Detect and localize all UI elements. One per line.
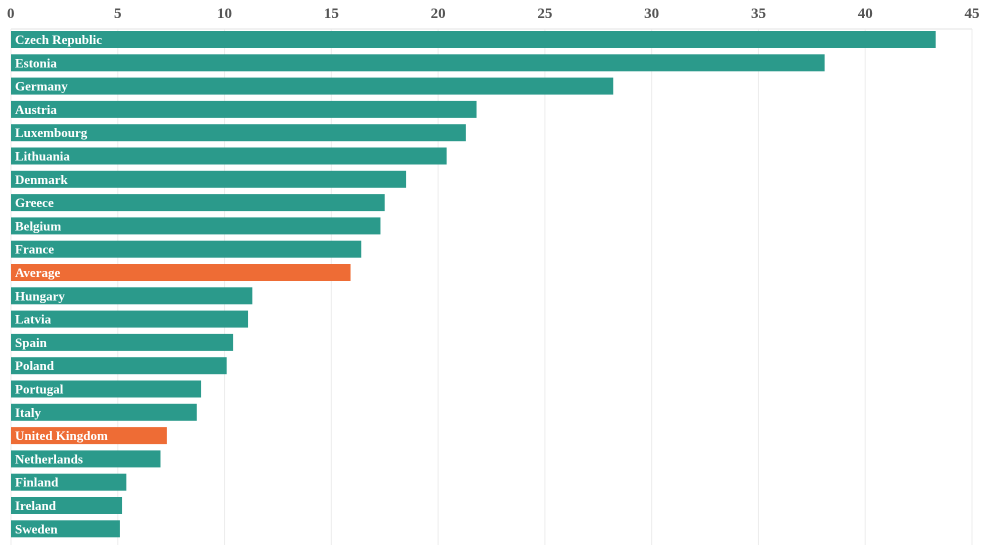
bar (11, 357, 227, 375)
bar (11, 427, 167, 445)
x-tick-label: 35 (751, 6, 766, 22)
bar-group: Luxembourg (11, 124, 466, 142)
bar-group: Finland (11, 473, 127, 491)
x-tick-label: 25 (537, 6, 552, 22)
bar (11, 497, 123, 514)
bar-label: Spain (15, 335, 48, 350)
bar-label: Poland (15, 358, 55, 373)
x-tick-label: 45 (965, 6, 980, 22)
bar-group: Estonia (11, 54, 825, 72)
bar (11, 380, 202, 398)
bar (11, 333, 234, 351)
x-tick-label: 15 (324, 6, 339, 22)
x-tick-label: 5 (114, 6, 122, 22)
bar-label: Latvia (15, 312, 52, 327)
bar-label: Denmark (15, 172, 68, 187)
bar (11, 310, 249, 328)
bar-label: Netherlands (15, 451, 83, 466)
bar-group: Spain (11, 333, 234, 351)
bar-group: United Kingdom (11, 427, 167, 445)
bar-label: Belgium (15, 218, 61, 233)
bar-label: Luxembourg (15, 125, 88, 140)
bar-label: Average (15, 265, 60, 280)
bar (11, 473, 127, 491)
bar-label: Austria (15, 102, 57, 117)
bar-group: Ireland (11, 497, 123, 514)
bar-label: Finland (15, 475, 59, 490)
bar-label: Lithuania (15, 149, 70, 164)
bar-group: Hungary (11, 287, 253, 305)
bar (11, 264, 351, 281)
bar (11, 31, 936, 48)
bar-label: Germany (15, 79, 68, 94)
bar-group: Denmark (11, 170, 407, 188)
bar-group: Average (11, 264, 351, 281)
bar-group: Czech Republic (11, 31, 936, 48)
bars: Czech Republic Estonia Germany Austria Luxem… (11, 31, 936, 538)
bar-label: France (15, 242, 54, 257)
bar-label: Greece (15, 195, 54, 210)
bar-group: Italy (11, 403, 197, 421)
bar-label: Italy (15, 405, 42, 420)
bar-group: France (11, 240, 362, 258)
bar-label: Czech Republic (15, 32, 102, 47)
bar (11, 520, 120, 538)
bar-group: Latvia (11, 310, 249, 328)
bar-label: Estonia (15, 55, 57, 70)
bar-label: Ireland (15, 498, 57, 513)
bar (11, 147, 447, 165)
bar-group: Lithuania (11, 147, 447, 165)
x-tick-label: 0 (7, 6, 15, 22)
bar-label: Portugal (15, 382, 64, 397)
bar-group: Belgium (11, 217, 381, 235)
bar-group: Germany (11, 77, 614, 95)
bar-group: Greece (11, 194, 385, 212)
bar (11, 194, 385, 212)
x-tick-label: 40 (858, 6, 873, 22)
bar-group: Austria (11, 100, 477, 118)
x-axis-ticks: 0 5 10 15 20 25 30 35 40 45 (7, 6, 980, 22)
x-tick-label: 10 (217, 6, 232, 22)
bar (11, 450, 161, 468)
bar (11, 77, 614, 95)
bar (11, 403, 197, 421)
bar (11, 170, 407, 188)
bar-label: Sweden (15, 521, 58, 536)
x-tick-label: 20 (431, 6, 446, 22)
bar-group: Portugal (11, 380, 202, 398)
bar (11, 54, 825, 72)
bar-label: United Kingdom (15, 428, 108, 443)
x-tick-label: 30 (644, 6, 659, 22)
bar-group: Sweden (11, 520, 120, 538)
bar (11, 124, 466, 142)
bar (11, 217, 381, 235)
bar (11, 287, 253, 305)
bar-group: Poland (11, 357, 227, 375)
bar-label: Hungary (15, 288, 65, 303)
bar (11, 240, 362, 258)
bar (11, 100, 477, 118)
bar-group: Netherlands (11, 450, 161, 468)
